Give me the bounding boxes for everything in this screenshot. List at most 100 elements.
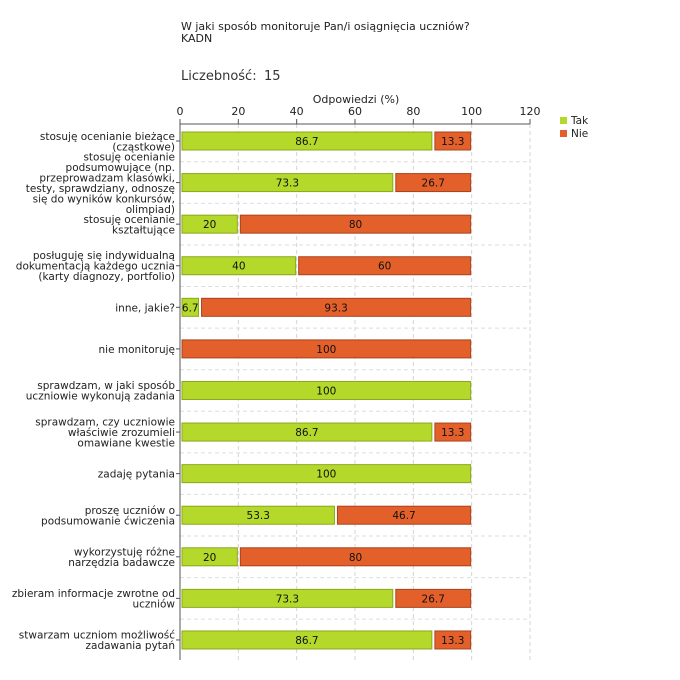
bar-value-label: 100	[316, 385, 336, 397]
bar-value-label: 26.7	[422, 178, 445, 190]
category-label-line: zbieram informacje zwrotne od	[12, 588, 175, 600]
x-axis-title: Odpowiedzi (%)	[313, 93, 400, 106]
bar-nie	[395, 173, 472, 193]
bar-value-label: 13.3	[441, 635, 464, 647]
category-label-line: podsumowanie ćwiczenia	[41, 515, 175, 527]
category-label-line: olimpiad)	[126, 204, 175, 216]
category-label-line: uczniów	[132, 599, 175, 611]
bar-value-label: 73.3	[276, 178, 299, 190]
bar-value-label: 6.7	[182, 302, 199, 314]
count-value: 15	[264, 69, 281, 84]
category-label-line: stosuję ocenianie bieżące	[40, 131, 175, 143]
bar-value-label: 60	[378, 261, 391, 273]
legend-swatch-tak	[560, 117, 567, 124]
x-tick-label: 20	[231, 105, 245, 118]
bar-tak	[181, 464, 472, 484]
category-label-line: sprawdzam, czy uczniowie	[35, 417, 175, 429]
category-label: nie monitoruję	[99, 344, 175, 356]
bar-value-label: 93.3	[324, 302, 347, 314]
category-label-line: narzędzia badawcze	[68, 557, 175, 569]
bar-value-label: 13.3	[441, 427, 464, 439]
category-label-line: zadaję pytania	[98, 469, 175, 481]
bar-value-label: 80	[349, 552, 362, 564]
category-label-line: testy, sprawdziany, odnoszę	[26, 183, 175, 195]
bar-value-label: 100	[316, 469, 336, 481]
bar-tak	[181, 297, 200, 317]
x-tick-label: 40	[290, 105, 304, 118]
bar-nie	[239, 214, 472, 234]
category-label-line: posługuję się indywidualną	[33, 250, 175, 262]
category-label-line: uczniowie wykonują zadania	[26, 391, 175, 403]
category-label-line: dokumentacją każdego ucznia	[16, 261, 175, 273]
category-label: stosuję ocenianie podsumowujące (np. przep…	[26, 151, 175, 216]
bar-tak	[181, 214, 238, 234]
category-label-line: proszę uczniów o	[85, 505, 175, 517]
bar-tak	[181, 547, 238, 567]
bar-nie	[395, 588, 472, 608]
bar-nie	[336, 505, 472, 525]
legend-swatch-nie	[560, 130, 567, 137]
category-label-line: omawiane kwestie	[77, 438, 175, 450]
bar-value-label: 86.7	[295, 427, 318, 439]
category-label: zadaję pytania	[98, 469, 175, 481]
bar-tak	[181, 380, 472, 400]
category-label: stwarzam uczniom możliwość zadawania pyta…	[19, 630, 175, 653]
x-tick-label: 100	[461, 105, 482, 118]
category-label: inne, jakie?	[115, 302, 175, 314]
bar-value-label: 20	[203, 219, 216, 231]
bar-nie	[434, 630, 472, 650]
x-tick-label: 0	[177, 105, 184, 118]
bar-value-label: 20	[203, 552, 216, 564]
bar-tak	[181, 256, 297, 276]
bar-value-label: 26.7	[422, 593, 445, 605]
category-label-line: (karty diagnozy, portfolio)	[38, 271, 175, 283]
bar-value-label: 80	[349, 219, 362, 231]
bar-nie	[434, 131, 472, 151]
bars: 86.7 13.3 73.3 26.7 20 80 40 60 6.7 93.3 100 100 86.…	[181, 131, 472, 650]
category-label-line: zadawania pytań	[86, 640, 176, 652]
category-label: stosuję ocenianie kształtujące	[83, 214, 175, 237]
bar-value-label: 53.3	[247, 510, 270, 522]
category-label-line: stosuję ocenianie	[83, 214, 175, 226]
bar-value-label: 86.7	[295, 136, 318, 148]
legend-label-nie: Nie	[571, 128, 588, 140]
bar-tak	[181, 505, 335, 525]
bar-nie	[434, 422, 472, 442]
bar-value-label: 73.3	[276, 593, 299, 605]
bar-nie	[181, 339, 472, 359]
count-label: Liczebność:	[181, 69, 257, 84]
bar-nie	[201, 297, 472, 317]
category-label-line: stosuję ocenianie	[83, 151, 175, 163]
bar-nie	[239, 547, 472, 567]
category-label-line: się do wyników konkursów,	[33, 193, 175, 205]
axes: 0 20 40 60 80 100 120	[176, 105, 541, 660]
category-label-line: kształtujące	[112, 224, 175, 236]
category-label: proszę uczniów o podsumowanie ćwiczenia	[41, 505, 175, 528]
bar-tak	[181, 422, 433, 442]
category-label: sprawdzam, w jaki sposób uczniowie wykonu…	[26, 380, 176, 403]
category-label-line: sprawdzam, w jaki sposób	[37, 380, 175, 392]
bar-tak	[181, 173, 394, 193]
category-label: zbieram informacje zwrotne od uczniów	[12, 588, 176, 611]
bar-tak	[181, 588, 394, 608]
category-label-line: (cząstkowe)	[112, 141, 175, 153]
bar-value-label: 13.3	[441, 136, 464, 148]
bar-value-label: 86.7	[295, 635, 318, 647]
chart-title: W jaki sposób monitoruje Pan/i osiągnięc…	[181, 20, 470, 33]
category-label-line: wykorzystuję różne	[74, 547, 175, 559]
chart-subtitle: KADN	[181, 32, 212, 45]
bar-tak	[181, 630, 433, 650]
bar-tak	[181, 131, 433, 151]
category-label: posługuję się indywidualną dokumentacją k…	[16, 250, 175, 283]
category-label: wykorzystuję różne narzędzia badawcze	[68, 547, 175, 570]
bar-nie	[298, 256, 472, 276]
category-label-line: właściwie zrozumieli	[68, 427, 175, 439]
x-tick-label: 120	[520, 105, 541, 118]
x-tick-label: 80	[406, 105, 420, 118]
category-label: sprawdzam, czy uczniowie właściwie zrozum…	[35, 417, 175, 450]
bar-value-label: 100	[316, 344, 336, 356]
legend-label-tak: Tak	[570, 115, 589, 127]
category-label-line: nie monitoruję	[99, 344, 175, 356]
